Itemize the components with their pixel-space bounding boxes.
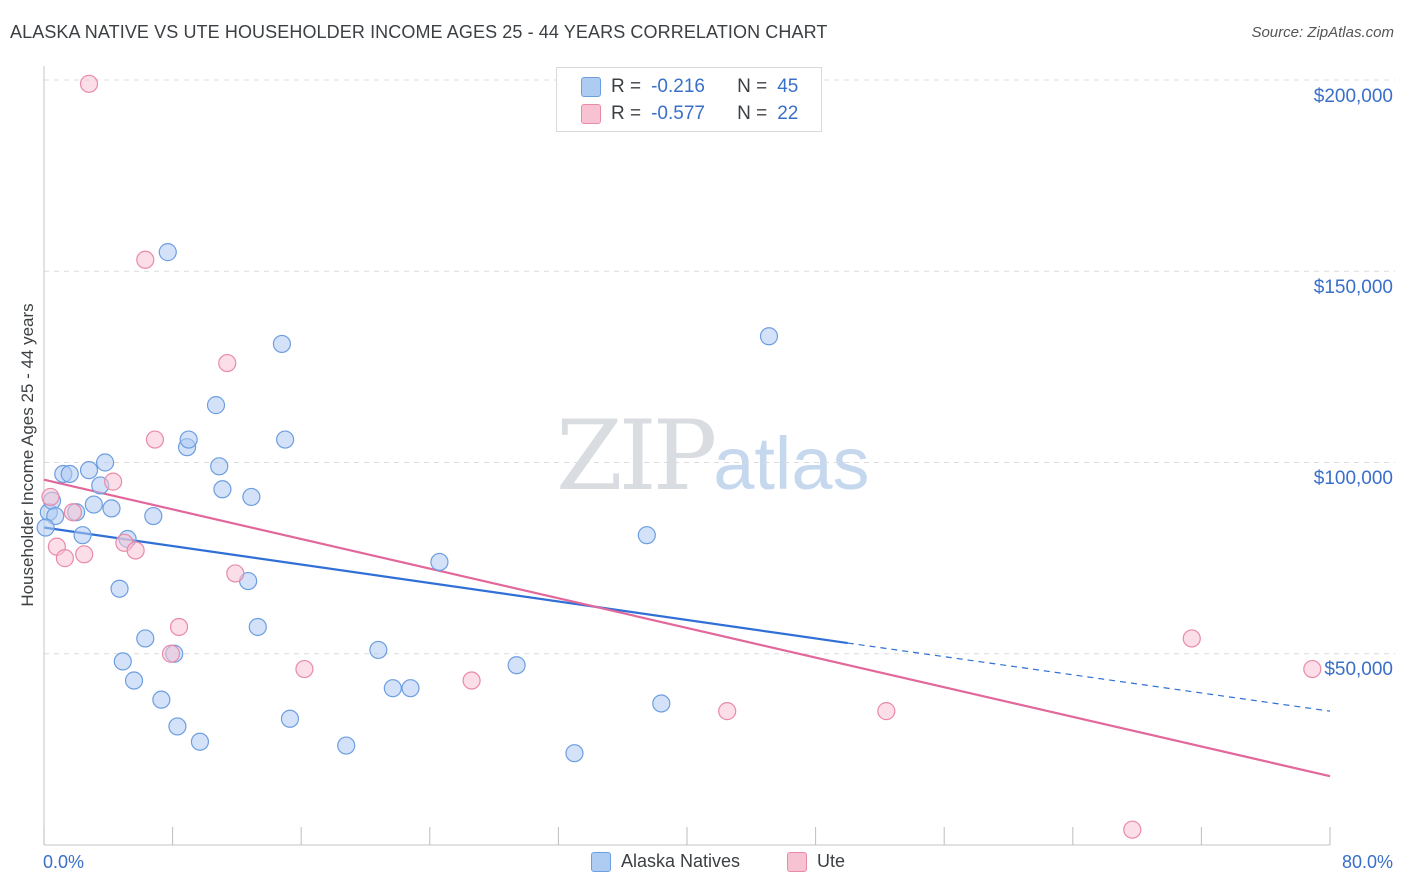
point-alaska-natives — [73, 526, 92, 545]
y-tick-label: $150,000 — [1313, 277, 1393, 298]
watermark: ZIPatlas — [556, 400, 870, 512]
point-alaska-natives — [401, 679, 420, 698]
point-alaska-natives — [152, 690, 171, 709]
point-ute — [1123, 820, 1142, 839]
point-alaska-natives — [272, 334, 292, 354]
point-alaska-natives — [84, 495, 103, 514]
point-alaska-natives — [144, 506, 163, 526]
pink-swatch — [581, 104, 601, 124]
point-ute — [226, 564, 245, 583]
n-label: N = — [737, 103, 768, 124]
point-alaska-natives — [136, 629, 155, 648]
n-value: 22 — [777, 103, 799, 124]
grid-layer — [44, 79, 1395, 655]
point-alaska-natives — [79, 461, 99, 480]
source-label: Source: ZipAtlas.com — [1251, 24, 1394, 41]
y-tick-label: $50,000 — [1324, 659, 1393, 680]
point-ute — [718, 702, 737, 721]
y-tick-label: $100,000 — [1313, 468, 1393, 489]
y-axis-label: Householder Income Ages 25 - 44 years — [18, 303, 37, 607]
point-alaska-natives — [102, 499, 121, 518]
legend-label: Alaska Natives — [621, 851, 741, 871]
point-alaska-natives — [213, 480, 232, 499]
point-alaska-natives — [36, 518, 55, 537]
point-ute — [161, 644, 181, 663]
point-alaska-natives — [337, 736, 356, 755]
point-ute — [126, 541, 145, 560]
n-value: 45 — [777, 76, 799, 97]
watermark-zip: ZIP — [556, 400, 717, 512]
trendline-alaska-natives — [43, 526, 848, 645]
point-alaska-natives — [637, 526, 656, 545]
r-value: -0.216 — [651, 76, 705, 97]
point-alaska-natives — [276, 430, 295, 449]
point-ute — [1303, 659, 1322, 679]
point-ute — [295, 659, 314, 679]
point-ute — [877, 702, 896, 721]
point-ute — [104, 472, 123, 491]
point-alaska-natives — [759, 327, 779, 346]
point-ute — [79, 74, 99, 93]
point-ute — [218, 353, 237, 373]
blue-swatch — [581, 77, 601, 97]
n-label: N = — [737, 76, 768, 97]
point-alaska-natives — [95, 453, 115, 472]
point-ute — [41, 487, 60, 507]
stats-legend: R = -0.216 N = 45 R = -0.577 N = 22 — [556, 67, 822, 132]
point-ute — [169, 617, 189, 637]
legend-row-alaska-natives: R = -0.216 N = 45 — [581, 74, 798, 100]
legend-item-alaska-natives: Alaska Natives — [591, 851, 740, 872]
point-alaska-natives — [652, 694, 671, 713]
point-alaska-natives — [507, 656, 526, 675]
point-alaska-natives — [280, 709, 300, 728]
point-alaska-natives — [158, 243, 177, 262]
point-ute — [145, 430, 165, 449]
legend-row-ute: R = -0.577 N = 22 — [581, 101, 798, 127]
r-value: -0.577 — [651, 103, 705, 124]
point-alaska-natives — [242, 487, 261, 507]
legend-item-ute: Ute — [787, 851, 845, 872]
r-label: R = — [611, 76, 642, 97]
points-layer — [36, 74, 1322, 839]
point-alaska-natives — [210, 457, 229, 476]
point-alaska-natives — [110, 579, 129, 598]
point-ute — [55, 549, 74, 568]
point-alaska-natives — [383, 679, 402, 698]
point-ute — [1182, 629, 1201, 648]
point-ute — [136, 250, 155, 269]
r-label: R = — [611, 103, 642, 124]
trendline-ute — [43, 478, 1331, 778]
chart-title: ALASKA NATIVE VS UTE HOUSEHOLDER INCOME … — [10, 22, 828, 42]
point-alaska-natives — [168, 717, 187, 736]
pink-swatch — [787, 851, 807, 872]
x-tick-label-max: 80.0% — [1341, 852, 1393, 872]
point-ute — [75, 545, 94, 564]
point-alaska-natives — [190, 732, 210, 751]
y-tick-label: $200,000 — [1313, 86, 1393, 107]
point-alaska-natives — [206, 396, 226, 415]
axis-layer — [43, 66, 1331, 846]
point-alaska-natives — [248, 617, 267, 637]
legend-label: Ute — [817, 851, 846, 871]
x-tick-label-min: 0.0% — [43, 852, 85, 872]
blue-swatch — [591, 851, 611, 872]
point-ute — [63, 503, 83, 522]
point-ute — [462, 671, 481, 690]
point-alaska-natives — [124, 671, 144, 690]
point-alaska-natives — [113, 652, 132, 671]
point-alaska-natives — [60, 464, 79, 484]
point-alaska-natives — [430, 552, 449, 572]
point-alaska-natives — [369, 640, 388, 660]
watermark-atlas: atlas — [713, 422, 870, 505]
point-alaska-natives — [565, 744, 584, 763]
trendline-alaska-natives-extension — [847, 642, 1331, 712]
point-alaska-natives — [179, 430, 198, 449]
trend-layer — [43, 478, 1331, 778]
